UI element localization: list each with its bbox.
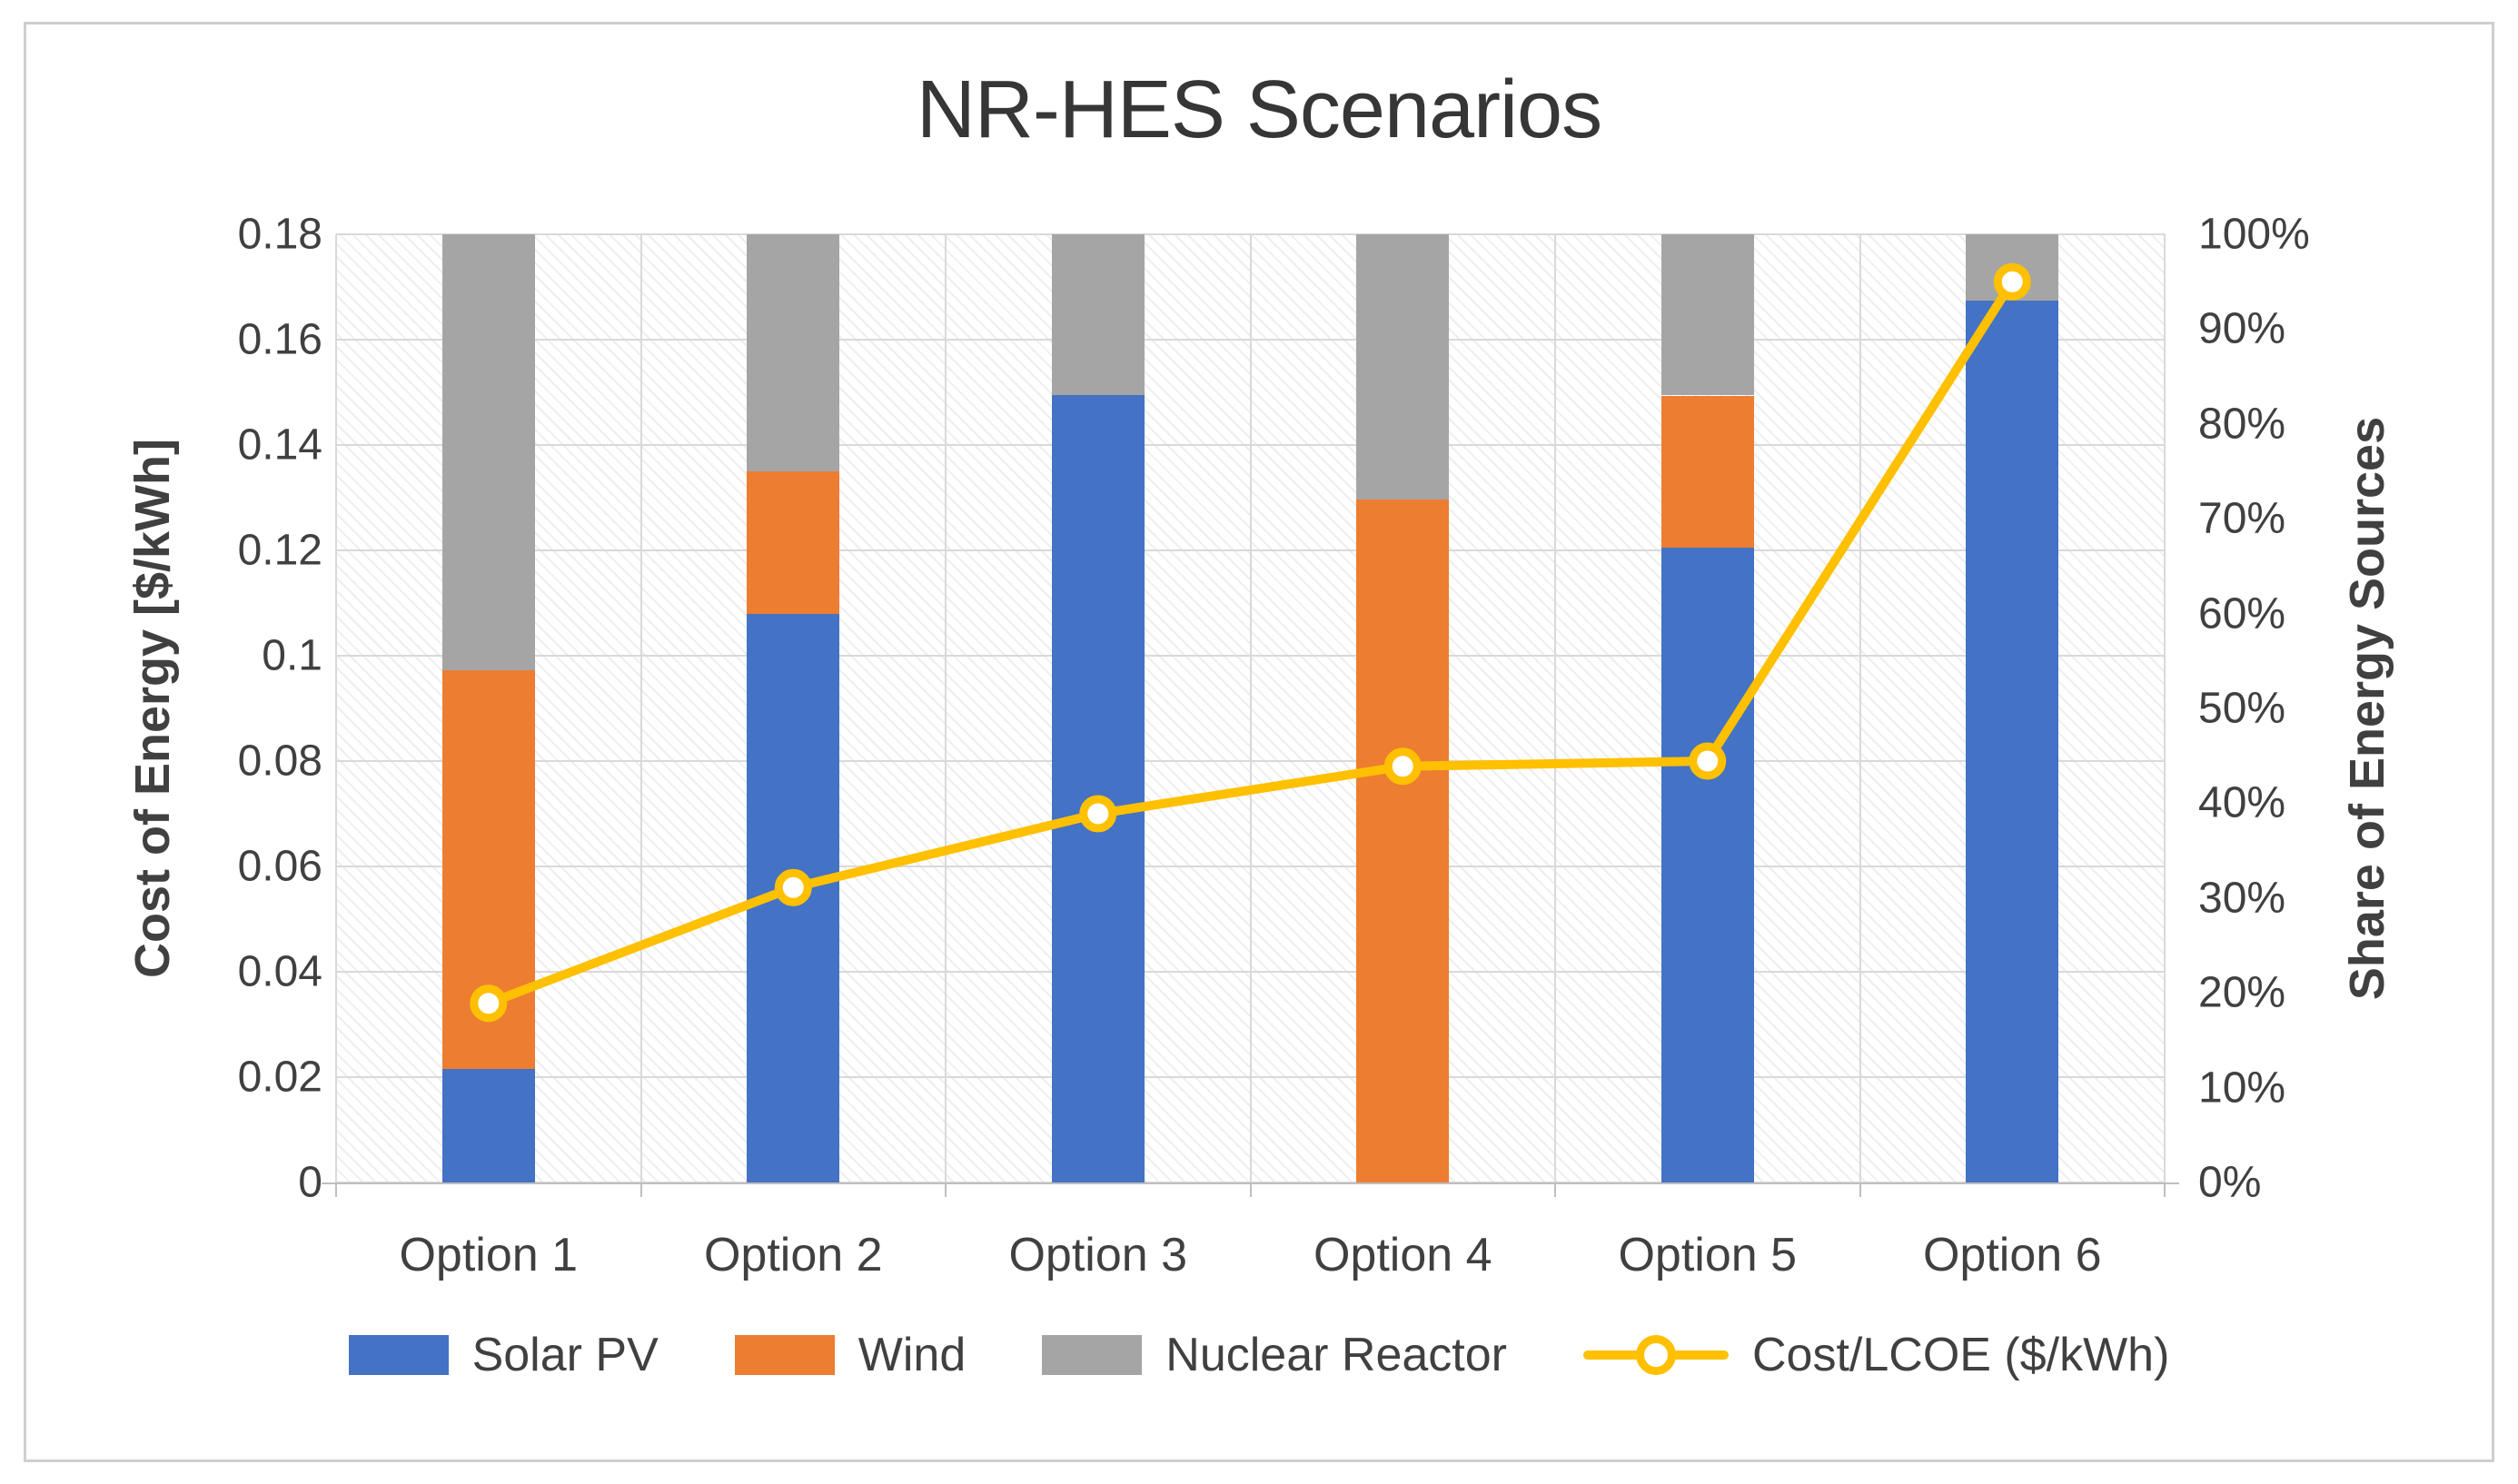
right-axis-tick-label: 100% bbox=[2198, 210, 2310, 259]
legend-item-wind: Wind bbox=[734, 1328, 967, 1382]
legend-item-cost-lcoe-kwh: Cost/LCOE ($/kWh) bbox=[1583, 1328, 2169, 1382]
x-axis-tick bbox=[2164, 1182, 2166, 1197]
legend-item-nuclear-reactor: Nuclear Reactor bbox=[1042, 1328, 1507, 1382]
lcoe-marker bbox=[1689, 742, 1727, 780]
left-axis-tick-label: 0 bbox=[298, 1158, 322, 1207]
lcoe-marker bbox=[774, 868, 812, 906]
legend-label: Solar PV bbox=[471, 1329, 659, 1381]
bar-segment-solar-pv bbox=[441, 1068, 535, 1182]
x-category-label: Option 4 bbox=[1313, 1229, 1492, 1281]
left-axis-tick-label: 0.14 bbox=[237, 420, 322, 470]
bar-segment-wind bbox=[1660, 395, 1754, 548]
gridline-vertical bbox=[1249, 234, 1252, 1182]
gridline-vertical bbox=[945, 234, 947, 1182]
legend-line-dot bbox=[1636, 1335, 1676, 1375]
lcoe-marker bbox=[1993, 262, 2031, 301]
legend-swatch-solar-pv-icon bbox=[348, 1335, 449, 1375]
gridline-vertical bbox=[2164, 234, 2166, 1182]
left-axis-tick-label: 0.16 bbox=[237, 315, 322, 364]
gridline-vertical bbox=[639, 234, 642, 1182]
right-axis-tick-label: 20% bbox=[2198, 968, 2286, 1017]
bar-segment-solar-pv bbox=[1051, 395, 1145, 1182]
chart-title: NR-HES Scenarios bbox=[916, 64, 1602, 155]
lcoe-marker bbox=[1079, 795, 1117, 833]
bar-segment-nuclear-reactor bbox=[1356, 234, 1450, 500]
x-category-label: Option 5 bbox=[1618, 1229, 1798, 1281]
legend-label: Nuclear Reactor bbox=[1165, 1329, 1507, 1381]
left-axis-tick-label: 0.1 bbox=[262, 631, 322, 680]
x-category-label: Option 2 bbox=[703, 1229, 883, 1281]
lcoe-line bbox=[486, 279, 2017, 1008]
x-axis-tick bbox=[1859, 1182, 1861, 1197]
bar-segment-wind bbox=[747, 471, 840, 614]
right-axis-tick-label: 10% bbox=[2198, 1064, 2286, 1113]
bar-segment-nuclear-reactor bbox=[441, 234, 535, 671]
right-axis-title: Share of Energy Sources bbox=[2340, 416, 2394, 1001]
legend-swatch-wind-icon bbox=[734, 1335, 835, 1375]
left-axis-tick-label: 0.02 bbox=[237, 1053, 322, 1102]
lcoe-line-layer bbox=[470, 262, 2031, 1023]
legend: Solar PV Wind Nuclear Reactor Cost/LCOE ($/… bbox=[0, 1328, 2518, 1382]
bar-segment-solar-pv bbox=[1966, 301, 2059, 1182]
x-axis-tick bbox=[335, 1182, 337, 1197]
lcoe-marker bbox=[1383, 747, 1422, 786]
right-axis-tick-label: 30% bbox=[2198, 874, 2286, 923]
x-category-label: Option 3 bbox=[1008, 1229, 1188, 1281]
bar-segment-nuclear-reactor bbox=[747, 234, 840, 471]
left-axis-tick-label: 0.18 bbox=[237, 210, 322, 259]
chart-frame bbox=[24, 22, 2494, 1462]
left-axis-tick-label: 0.04 bbox=[237, 947, 322, 996]
plot-area bbox=[335, 233, 2166, 1183]
legend-label: Cost/LCOE ($/kWh) bbox=[1752, 1329, 2170, 1381]
bar-segment-nuclear-reactor bbox=[1660, 234, 1754, 396]
right-axis-tick-label: 90% bbox=[2198, 304, 2286, 353]
right-axis-tick-label: 70% bbox=[2198, 494, 2286, 543]
left-axis-tick-label: 0.12 bbox=[237, 526, 322, 575]
right-axis-tick-label: 50% bbox=[2198, 684, 2286, 733]
right-axis-tick-label: 40% bbox=[2198, 778, 2286, 827]
x-axis-tick bbox=[1554, 1182, 1556, 1197]
right-axis-tick-label: 80% bbox=[2198, 400, 2286, 449]
right-axis-tick-label: 0% bbox=[2198, 1158, 2262, 1207]
legend-line-marker-icon bbox=[1583, 1335, 1729, 1375]
legend-item-solar-pv: Solar PV bbox=[348, 1328, 659, 1382]
x-category-label: Option 1 bbox=[399, 1229, 579, 1281]
gridline-vertical bbox=[1554, 234, 1556, 1182]
left-axis-tick-label: 0.08 bbox=[237, 737, 322, 786]
left-axis-tick-label: 0.06 bbox=[237, 842, 322, 891]
legend-label: Wind bbox=[858, 1329, 967, 1381]
gridline-vertical bbox=[335, 234, 337, 1182]
lcoe-marker bbox=[470, 984, 508, 1023]
bar-segment-nuclear-reactor bbox=[1051, 234, 1145, 396]
x-axis-tick bbox=[1249, 1182, 1252, 1197]
left-axis-title: Cost of Energy [$/kWh] bbox=[125, 438, 180, 979]
x-axis-tick bbox=[945, 1182, 947, 1197]
legend-swatch-nuclear-reactor-icon bbox=[1042, 1335, 1143, 1375]
gridline-vertical bbox=[1859, 234, 1861, 1182]
x-category-label: Option 6 bbox=[1922, 1229, 2102, 1281]
bar-segment-solar-pv bbox=[1660, 547, 1754, 1182]
x-axis-tick bbox=[639, 1182, 642, 1197]
bar-segment-wind bbox=[1356, 500, 1450, 1182]
right-axis-tick-label: 60% bbox=[2198, 589, 2286, 638]
